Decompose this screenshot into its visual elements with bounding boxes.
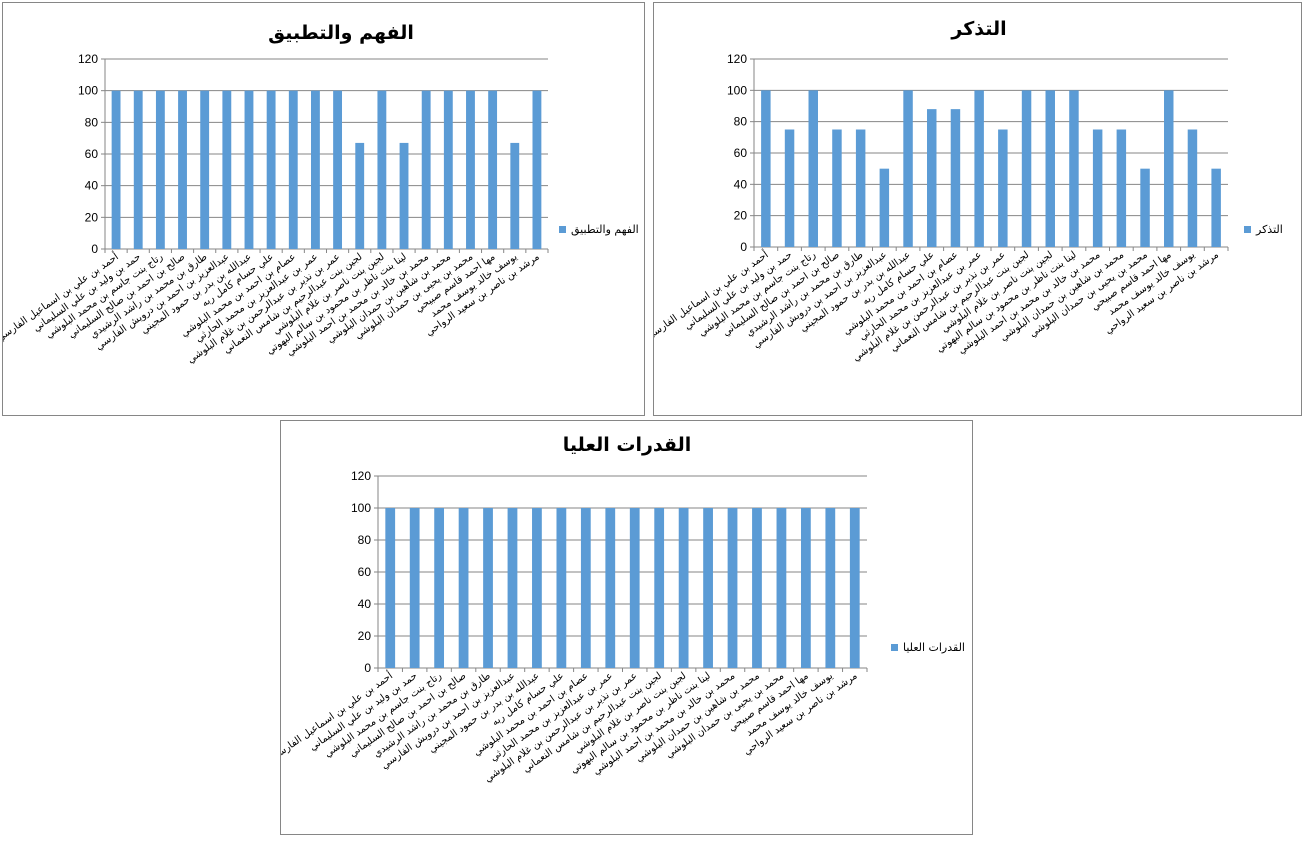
bar xyxy=(1164,90,1174,247)
y-tick-label: 100 xyxy=(78,84,98,98)
bar xyxy=(556,508,567,668)
legend-label: التذكر xyxy=(1255,223,1283,236)
y-tick-label: 100 xyxy=(727,83,747,97)
bar xyxy=(832,129,842,247)
bar xyxy=(629,508,640,668)
bar xyxy=(903,90,913,247)
y-tick-label: 40 xyxy=(358,597,372,611)
bar xyxy=(466,90,475,250)
bar xyxy=(399,142,409,249)
bar xyxy=(434,508,445,668)
bar xyxy=(654,508,665,668)
bar xyxy=(974,90,984,247)
bar xyxy=(678,508,689,668)
y-tick-label: 60 xyxy=(358,565,372,579)
bar xyxy=(849,508,860,668)
bar xyxy=(310,90,320,250)
bar xyxy=(879,168,890,247)
bar xyxy=(1140,168,1150,247)
bar xyxy=(510,142,520,249)
legend-swatch xyxy=(891,644,898,651)
bar xyxy=(333,90,343,250)
bar xyxy=(1211,168,1221,247)
bar xyxy=(761,90,771,247)
chart-higher-abilities: القدرات العليا 0 20 40 60 80 100 120 أحمد بن علي… xyxy=(280,420,973,835)
bar xyxy=(200,90,210,250)
bar xyxy=(703,508,713,668)
bar xyxy=(1116,129,1127,247)
bar xyxy=(244,90,254,250)
y-tick-label: 80 xyxy=(734,115,748,129)
y-tick-label: 60 xyxy=(85,147,99,161)
y-tick-label: 100 xyxy=(351,501,371,515)
bar xyxy=(580,508,591,668)
bar xyxy=(458,508,469,668)
bar xyxy=(507,508,518,668)
chart-understanding-application: الفهم والتطبيق 0 20 40 60 80 100 120 أحمد بن علي… xyxy=(2,2,645,416)
chart-title: التذكر xyxy=(950,18,1006,40)
bar xyxy=(532,508,542,668)
bar xyxy=(409,508,420,668)
bar xyxy=(950,109,961,247)
y-tick-label: 120 xyxy=(351,469,371,483)
y-tick-label: 40 xyxy=(734,177,748,191)
y-tick-label: 0 xyxy=(91,242,98,256)
bar xyxy=(133,90,143,250)
bar xyxy=(1069,90,1079,247)
bar xyxy=(808,90,818,247)
y-tick-label: 40 xyxy=(85,179,99,193)
bar xyxy=(222,90,232,250)
legend-label: الفهم والتطبيق xyxy=(571,223,639,237)
bar xyxy=(927,109,937,247)
legend-swatch xyxy=(559,226,566,233)
bar xyxy=(178,90,187,250)
bar xyxy=(421,90,431,250)
bar xyxy=(1187,129,1198,247)
y-tick-label: 120 xyxy=(78,52,98,66)
legend-label: القدرات العليا xyxy=(903,641,965,654)
bar xyxy=(266,90,276,250)
y-tick-label: 0 xyxy=(364,661,371,675)
bar xyxy=(1045,90,1055,247)
bar xyxy=(825,508,836,668)
bar xyxy=(800,508,811,668)
bar xyxy=(155,90,165,250)
bar xyxy=(752,508,762,668)
bar xyxy=(605,508,616,668)
y-tick-label: 20 xyxy=(85,210,99,224)
bar xyxy=(532,90,542,250)
y-tick-label: 80 xyxy=(358,533,372,547)
y-tick-label: 20 xyxy=(358,629,372,643)
chart-remembering: التذكر 0 20 40 60 80 100 120 أحمد بن علي بن اسما… xyxy=(653,2,1302,416)
y-tick-label: 80 xyxy=(85,115,99,129)
bar xyxy=(483,508,493,668)
bar xyxy=(1021,90,1032,247)
chart-title: الفهم والتطبيق xyxy=(268,22,414,44)
bar xyxy=(855,129,866,247)
bar xyxy=(288,90,298,250)
bar xyxy=(784,129,795,247)
legend-swatch xyxy=(1244,226,1251,233)
bar xyxy=(998,129,1008,247)
bar xyxy=(385,508,396,668)
y-tick-label: 60 xyxy=(734,146,748,160)
chart-title: القدرات العليا xyxy=(563,434,691,456)
y-tick-label: 0 xyxy=(740,240,747,254)
bar xyxy=(355,142,365,249)
y-tick-label: 120 xyxy=(727,52,747,66)
bar xyxy=(1092,129,1103,247)
bar xyxy=(377,90,387,250)
bar xyxy=(443,90,453,250)
bar xyxy=(488,90,498,250)
bar xyxy=(776,508,787,668)
y-tick-label: 20 xyxy=(734,209,748,223)
bar xyxy=(111,90,121,250)
bar xyxy=(727,508,738,668)
